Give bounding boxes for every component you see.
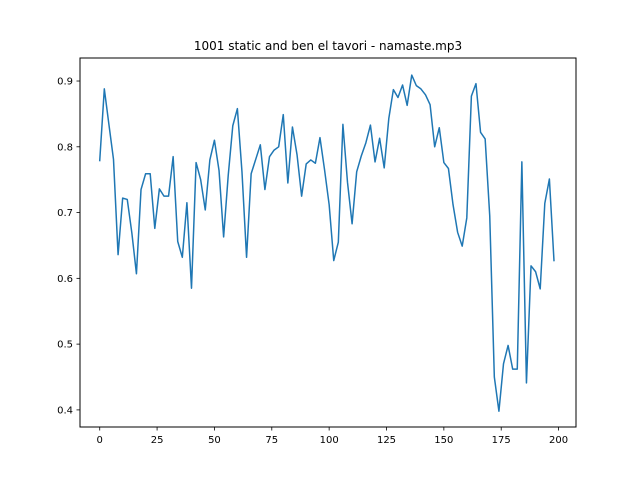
y-tick-label: 0.6 xyxy=(57,274,73,285)
y-tick-label: 0.7 xyxy=(57,208,73,219)
x-tick-label: 75 xyxy=(265,435,278,446)
x-tick-label: 50 xyxy=(208,435,221,446)
x-tick-label: 175 xyxy=(492,435,511,446)
y-tick-label: 0.8 xyxy=(57,142,73,153)
x-tick-label: 25 xyxy=(151,435,164,446)
x-tick-label: 125 xyxy=(377,435,396,446)
y-axis: 0.4 0.5 0.6 0.7 0.8 0.9 xyxy=(57,77,80,416)
plot-area xyxy=(98,74,555,412)
chart-title: 1001 static and ben el tavori - namaste.… xyxy=(194,39,462,53)
y-tick-label: 0.5 xyxy=(57,340,73,351)
y-tick-label: 0.9 xyxy=(57,77,73,88)
x-tick-label: 200 xyxy=(549,435,568,446)
x-tick-label: 150 xyxy=(434,435,453,446)
axes-frame xyxy=(79,57,577,428)
x-tick-label: 0 xyxy=(97,435,103,446)
x-axis: 0 25 50 75 100 125 150 175 200 xyxy=(97,427,568,446)
y-tick-label: 0.4 xyxy=(57,405,73,416)
series-line-0 xyxy=(98,74,555,412)
x-tick-label: 100 xyxy=(320,435,339,446)
